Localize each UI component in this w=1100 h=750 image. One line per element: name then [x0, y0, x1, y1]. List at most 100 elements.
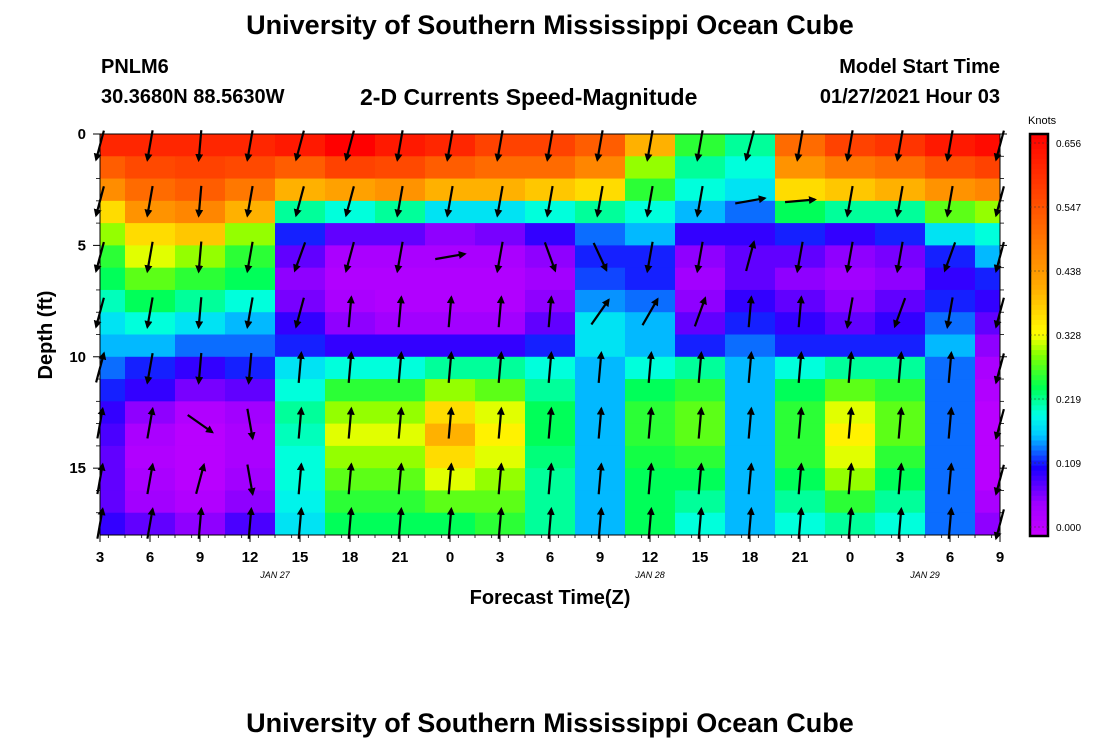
- x-tick-label: 3: [896, 549, 904, 566]
- heatmap-cell: [100, 289, 126, 313]
- heatmap-cell: [575, 423, 626, 447]
- heatmap-cell: [525, 334, 576, 358]
- heatmap-cell: [975, 267, 1001, 291]
- colorbar-segment: [1030, 304, 1048, 311]
- colorbar-segment: [1030, 410, 1048, 416]
- heatmap-cell: [375, 334, 426, 358]
- heatmap-cell: [925, 178, 976, 202]
- heatmap-cell: [325, 200, 376, 224]
- current-vector-arrow: [844, 241, 854, 274]
- heatmap-cell: [225, 334, 276, 358]
- colorbar-segment: [1030, 294, 1048, 301]
- heatmap-cell: [975, 134, 1001, 157]
- heatmap-cell: [625, 223, 676, 246]
- colorbar-segment: [1030, 385, 1048, 391]
- current-vector-arrow: [196, 506, 205, 539]
- colorbar-segment: [1030, 154, 1048, 160]
- x-axis-label: Forecast Time(Z): [470, 587, 631, 609]
- colorbar-segment: [1030, 435, 1048, 442]
- colorbar-segment: [1030, 420, 1048, 427]
- x-tick-label: 21: [392, 549, 409, 566]
- current-vector-arrow: [696, 350, 705, 383]
- current-vector-arrow: [343, 130, 355, 162]
- current-vector-arrow: [796, 406, 805, 439]
- x-tick-label: 6: [146, 549, 154, 566]
- heatmap-cell: [825, 289, 876, 313]
- heatmap-cell: [775, 423, 826, 447]
- colorbar-segment: [1030, 455, 1048, 462]
- heatmap-cell: [975, 312, 1001, 335]
- heatmap-cell: [225, 445, 276, 469]
- heatmap-cell: [100, 223, 126, 246]
- heatmap-cell: [575, 223, 626, 246]
- heatmap-cell: [975, 334, 1001, 358]
- heatmap-cell: [825, 223, 876, 246]
- heatmap-cell: [725, 312, 776, 335]
- heatmap-cell: [325, 379, 376, 402]
- colorbar-segment: [1030, 515, 1048, 522]
- colorbar-segment: [1030, 395, 1048, 401]
- current-vector-arrow: [746, 462, 755, 495]
- current-vector-arrow: [694, 241, 704, 274]
- heatmap-cell: [625, 178, 676, 202]
- current-vector-arrow: [894, 241, 904, 274]
- heatmap-cell: [825, 156, 876, 180]
- current-vector-arrow: [846, 406, 855, 439]
- heatmap-cell: [575, 379, 626, 402]
- heatmap-cell: [175, 423, 226, 447]
- x-tick-label: 3: [496, 549, 504, 566]
- heatmap-cell: [975, 156, 1001, 180]
- heatmap-cell: [325, 334, 376, 358]
- heatmap-cell: [925, 445, 976, 469]
- heatmap-cell: [100, 423, 126, 447]
- colorbar-segment: [1030, 350, 1048, 356]
- heatmap-cell: [575, 445, 626, 469]
- station-id: PNLM6: [101, 56, 169, 78]
- x-tick-label: 3: [96, 549, 104, 566]
- heatmap-cell: [725, 379, 776, 402]
- heatmap-cell: [725, 490, 776, 514]
- heatmap-cell: [725, 267, 776, 291]
- heatmap-cell: [775, 178, 826, 202]
- heatmap-cell: [375, 445, 426, 469]
- heatmap-cell: [225, 490, 276, 514]
- colorbar-segment: [1030, 485, 1048, 492]
- heatmap-cell: [325, 423, 376, 447]
- current-vector-arrow: [246, 408, 256, 441]
- heatmap-cell: [175, 401, 226, 425]
- heatmap-cell: [375, 267, 426, 291]
- current-vector-arrow: [246, 506, 255, 539]
- current-vector-arrow: [746, 295, 755, 328]
- heatmap-cell: [575, 267, 626, 291]
- heatmap-cell: [100, 379, 126, 402]
- heatmap-cell: [775, 156, 826, 180]
- current-vector-arrow: [944, 130, 954, 162]
- heatmap-cell: [100, 134, 126, 157]
- colorbar: Knots 0.656 0.547 0.438 0.328 0.219 0.109 0.000: [1028, 115, 1081, 538]
- colorbar-segment: [1030, 194, 1048, 200]
- current-vector-arrow: [444, 185, 454, 218]
- heatmap-cell: [175, 156, 226, 180]
- colorbar-unit: Knots: [1028, 115, 1057, 127]
- heatmap-cell: [525, 178, 576, 202]
- heatmap-cell: [825, 445, 876, 469]
- colorbar-segment: [1030, 184, 1048, 190]
- heatmap-cell: [425, 423, 476, 447]
- heatmap-cell: [125, 178, 176, 202]
- heatmap-cell: [325, 178, 376, 202]
- colorbar-segment: [1030, 189, 1048, 195]
- heatmap-cell: [575, 312, 626, 335]
- colorbar-segment: [1030, 355, 1048, 361]
- current-vector-arrow: [146, 406, 156, 439]
- heatmap-cell: [675, 445, 726, 469]
- heatmap-cell: [675, 379, 726, 402]
- current-vector-arrow: [195, 462, 207, 495]
- heatmap-cell: [275, 312, 326, 335]
- current-vector-arrow: [496, 350, 505, 383]
- x-tick-label: 18: [742, 549, 759, 566]
- current-vector-arrow: [596, 462, 605, 495]
- current-vector-arrow: [794, 130, 804, 162]
- x-axis: 3 6 9 12 15 18 21 0 3 6 9 12 15 18 21 0 3 6 9 JAN 27 JAN 28 J…: [96, 535, 1004, 580]
- colorbar-segment: [1030, 134, 1048, 140]
- current-vector-arrow: [396, 350, 405, 383]
